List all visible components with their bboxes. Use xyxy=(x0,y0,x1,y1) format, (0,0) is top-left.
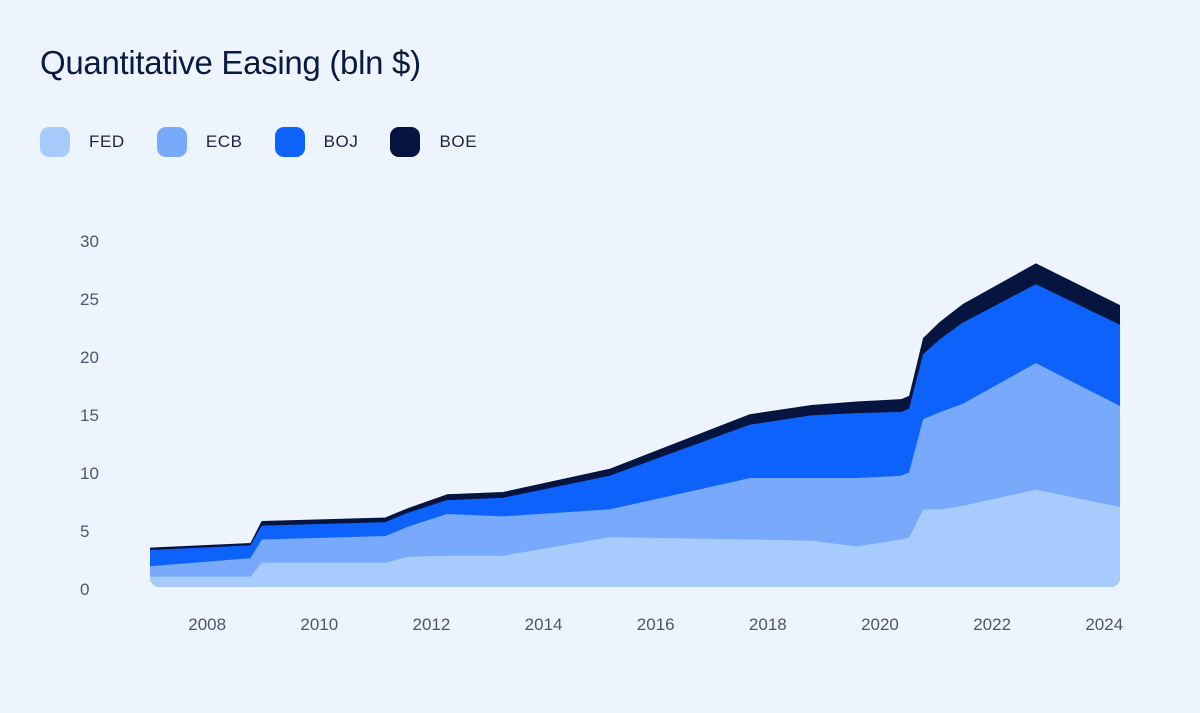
legend-label-boj: BOJ xyxy=(323,132,359,151)
legend-swatch-ecb xyxy=(156,127,187,157)
legend-swatch-fed xyxy=(40,127,70,157)
y-tick-label: 30 xyxy=(80,232,99,251)
y-tick-label: 25 xyxy=(80,290,99,309)
x-tick-label: 2010 xyxy=(300,615,338,634)
legend-label-boe: BOE xyxy=(439,132,478,151)
area-series-fed xyxy=(150,489,1120,587)
x-tick-label: 2014 xyxy=(525,615,563,634)
y-tick-label: 0 xyxy=(80,580,89,599)
x-tick-label: 2012 xyxy=(413,615,451,634)
x-tick-label: 2024 xyxy=(1085,615,1123,634)
legend-item-boe: BOE xyxy=(390,127,477,157)
x-axis-ticks: 2008 2010 2012 2014 2016 2018 2020 2022 2024 xyxy=(188,615,1123,634)
legend-label-ecb: ECB xyxy=(205,132,243,151)
y-axis-ticks: 0 5 10 15 20 25 30 xyxy=(80,232,99,599)
x-tick-label: 2008 xyxy=(188,615,226,634)
x-tick-label: 2016 xyxy=(637,615,675,634)
legend-swatch-boe xyxy=(390,127,421,157)
y-tick-label: 20 xyxy=(80,348,99,367)
chart-title: Quantitative Easing (bln $) xyxy=(40,44,421,81)
y-tick-label: 5 xyxy=(80,522,89,541)
x-tick-label: 2020 xyxy=(861,615,899,634)
legend-swatch-boj xyxy=(274,127,305,157)
legend-label-fed: FED xyxy=(89,132,125,151)
legend-item-ecb: ECB xyxy=(156,127,243,157)
legend: FED ECB BOJ BOE xyxy=(40,127,509,157)
x-tick-label: 2022 xyxy=(973,615,1011,634)
area-series-group xyxy=(150,263,1120,587)
legend-item-fed: FED xyxy=(40,127,125,157)
y-tick-label: 15 xyxy=(80,406,99,425)
x-tick-label: 2018 xyxy=(749,615,787,634)
y-tick-label: 10 xyxy=(80,464,99,483)
legend-item-boj: BOJ xyxy=(274,127,359,157)
